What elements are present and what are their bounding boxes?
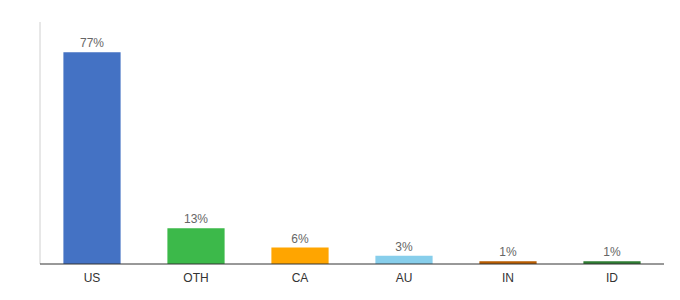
data-label: 6% [291, 232, 309, 246]
data-label: 13% [184, 212, 208, 226]
y-axis-line [40, 22, 41, 264]
data-label: 3% [395, 240, 413, 254]
x-tick-label: CA [292, 271, 309, 285]
data-label: 1% [499, 245, 517, 259]
data-label: 1% [603, 245, 621, 259]
x-tick-label: IN [502, 271, 514, 285]
data-label: 77% [80, 36, 104, 50]
bar: US [63, 52, 120, 264]
x-tick-label: ID [606, 271, 618, 285]
x-axis-line [40, 264, 664, 265]
bar: CA [271, 248, 328, 265]
bar: OTH [167, 228, 224, 264]
page: {"chart_data": {"type": "bar", "categori… [0, 0, 680, 300]
chart-container: USOTHCAAUINID77%13%6%3%1%1%USOTHCAAUINID [0, 0, 680, 300]
x-tick-label: US [84, 271, 101, 285]
bars: USOTHCAAUINID [63, 52, 640, 264]
x-tick-labels: US OTH CA AU IN ID [84, 271, 619, 285]
chart-svg: USOTHCAAUINID77%13%6%3%1%1%USOTHCAAUINID [0, 0, 680, 300]
x-tick-label: AU [396, 271, 413, 285]
data-labels: 77% 13% 6% 3% 1% 1% [80, 36, 621, 259]
bar: AU [375, 256, 432, 264]
x-tick-label: OTH [183, 271, 208, 285]
